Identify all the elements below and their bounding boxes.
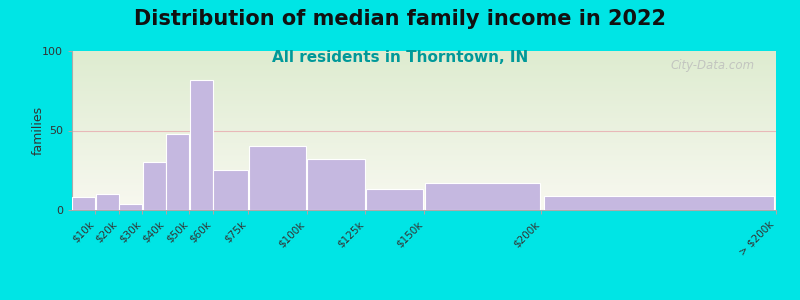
Bar bbox=[366, 189, 423, 210]
Bar bbox=[166, 134, 189, 210]
Bar bbox=[544, 196, 774, 210]
Bar bbox=[96, 194, 118, 210]
Text: Distribution of median family income in 2022: Distribution of median family income in … bbox=[134, 9, 666, 29]
Bar bbox=[249, 146, 306, 210]
Bar bbox=[190, 80, 213, 210]
Y-axis label: families: families bbox=[31, 106, 44, 155]
Bar bbox=[142, 162, 166, 210]
Bar bbox=[119, 204, 142, 210]
Bar bbox=[307, 159, 365, 210]
Bar bbox=[72, 197, 95, 210]
Text: City-Data.com: City-Data.com bbox=[670, 59, 755, 72]
Bar bbox=[213, 170, 248, 210]
Bar bbox=[425, 183, 540, 210]
Text: All residents in Thorntown, IN: All residents in Thorntown, IN bbox=[272, 50, 528, 64]
